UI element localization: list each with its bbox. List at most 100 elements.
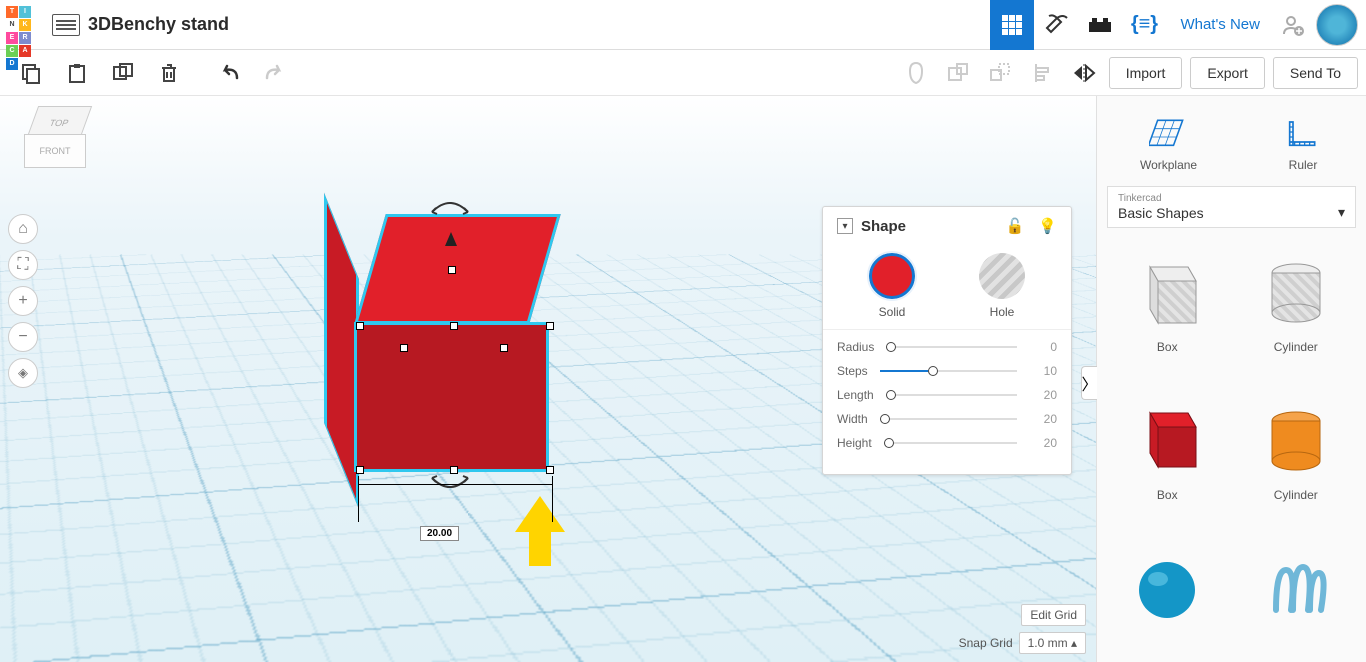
inspector-title: Shape xyxy=(861,218,906,235)
shape-category-select[interactable]: Tinkercad Basic Shapes▾ xyxy=(1107,186,1356,228)
shape-thumb-icon xyxy=(1256,402,1336,482)
pickaxe-icon xyxy=(1043,12,1069,38)
shape-item-box[interactable]: Box xyxy=(1105,392,1230,534)
ortho-toggle-button[interactable]: ◈ xyxy=(8,358,38,388)
shape-label: Cylinder xyxy=(1274,340,1318,354)
shape-label: Box xyxy=(1157,488,1178,502)
prop-slider[interactable] xyxy=(884,436,1017,450)
ungroup-button[interactable] xyxy=(983,56,1017,90)
mode-3d-button[interactable] xyxy=(990,0,1034,50)
whats-new-link[interactable]: What's New xyxy=(1166,16,1274,33)
prop-slider[interactable] xyxy=(886,340,1017,354)
ruler-tool[interactable]: Ruler xyxy=(1283,112,1323,172)
zoom-in-button[interactable]: + xyxy=(8,286,38,316)
prop-value[interactable]: 20 xyxy=(1029,412,1057,426)
fit-view-button[interactable]: ⛶ xyxy=(8,250,38,280)
ruler-label: Ruler xyxy=(1289,158,1318,172)
snap-grid-select[interactable]: 1.0 mm ▴ xyxy=(1019,632,1086,654)
shape-label: Box xyxy=(1157,340,1178,354)
prop-label: Steps xyxy=(837,364,868,378)
mirror-button[interactable] xyxy=(1067,56,1101,90)
shape-item-blue-sphere[interactable] xyxy=(1105,540,1230,662)
resize-handle[interactable] xyxy=(450,322,458,330)
shape-item-box[interactable]: Box xyxy=(1105,244,1230,386)
delete-button[interactable] xyxy=(152,56,186,90)
send-to-button[interactable]: Send To xyxy=(1273,57,1358,89)
resize-handle[interactable] xyxy=(400,344,408,352)
view-cube-front[interactable]: FRONT xyxy=(24,134,86,168)
prop-value[interactable]: 10 xyxy=(1029,364,1057,378)
dimension-label[interactable]: 20.00 xyxy=(420,526,459,541)
hole-option[interactable]: Hole xyxy=(979,253,1025,319)
redo-button[interactable] xyxy=(258,56,292,90)
prop-label: Length xyxy=(837,388,874,402)
resize-handle[interactable] xyxy=(546,466,554,474)
prop-slider[interactable] xyxy=(886,388,1017,402)
group-button[interactable] xyxy=(941,56,975,90)
snap-grid-label: Snap Grid xyxy=(959,636,1013,650)
solid-option[interactable]: Solid xyxy=(869,253,915,319)
ruler-icon xyxy=(1283,112,1323,152)
box-face-front xyxy=(354,322,549,472)
category-label: Basic Shapes xyxy=(1118,205,1204,221)
resize-handle[interactable] xyxy=(450,466,458,474)
selected-shape-box[interactable] xyxy=(350,214,565,474)
show-all-button[interactable] xyxy=(899,56,933,90)
top-bar-right: {≡} What's New xyxy=(990,0,1366,49)
prop-value[interactable]: 20 xyxy=(1029,436,1057,450)
shape-inspector-panel: ▾ Shape 🔓 💡 Solid Hole Radius 0 Steps 10 Len… xyxy=(822,206,1072,475)
solid-label: Solid xyxy=(879,305,906,319)
top-bar: TINKERCAD 3DBenchy stand {≡} What's New xyxy=(0,0,1366,50)
duplicate-button[interactable] xyxy=(106,56,140,90)
resize-handle[interactable] xyxy=(546,322,554,330)
lock-icon[interactable]: 🔓 xyxy=(1006,217,1025,235)
shape-item-blue-swirl[interactable] xyxy=(1234,540,1359,662)
shape-label: Cylinder xyxy=(1274,488,1318,502)
collapse-inspector-button[interactable]: ▾ xyxy=(837,218,853,234)
workplane-tool[interactable]: Workplane xyxy=(1140,112,1197,172)
resize-handle[interactable] xyxy=(500,344,508,352)
import-button[interactable]: Import xyxy=(1109,57,1183,89)
prop-value[interactable]: 20 xyxy=(1029,388,1057,402)
toolbar-right: Import Export Send To xyxy=(899,56,1358,90)
hole-label: Hole xyxy=(990,305,1015,319)
shapes-grid: Box Cylinder Box Cylinder xyxy=(1097,234,1366,662)
prop-label: Radius xyxy=(837,340,874,354)
workplane-canvas[interactable]: TOP FRONT ⌂ ⛶ + − ◈ xyxy=(0,96,1096,662)
shape-thumb-icon xyxy=(1127,254,1207,334)
category-group-label: Tinkercad xyxy=(1118,193,1345,204)
mode-bricks-button[interactable] xyxy=(1078,0,1122,50)
undo-button[interactable] xyxy=(212,56,246,90)
resize-handle[interactable] xyxy=(448,266,456,274)
mode-blocks-button[interactable] xyxy=(1034,0,1078,50)
design-list-icon[interactable] xyxy=(52,14,80,36)
mode-code-button[interactable]: {≡} xyxy=(1122,0,1166,50)
paste-button[interactable] xyxy=(60,56,94,90)
export-button[interactable]: Export xyxy=(1190,57,1264,89)
shape-item-cylinder[interactable]: Cylinder xyxy=(1234,392,1359,534)
resize-handle[interactable] xyxy=(356,322,364,330)
view-tools: ⌂ ⛶ + − ◈ xyxy=(8,214,38,388)
shapes-panel: 〉 Workplane Ruler Tinkercad xyxy=(1096,96,1366,662)
shape-item-cylinder[interactable]: Cylinder xyxy=(1234,244,1359,386)
prop-slider[interactable] xyxy=(880,364,1017,378)
prop-value[interactable]: 0 xyxy=(1029,340,1057,354)
cursor-arrow-icon xyxy=(515,496,565,566)
user-avatar[interactable] xyxy=(1316,4,1358,46)
tinkercad-logo[interactable]: TINKERCAD xyxy=(0,1,48,49)
align-button[interactable] xyxy=(1025,56,1059,90)
copy-button[interactable] xyxy=(14,56,48,90)
height-handle-icon[interactable] xyxy=(445,232,457,246)
main-area: TOP FRONT ⌂ ⛶ + − ◈ xyxy=(0,96,1366,662)
lightbulb-icon[interactable]: 💡 xyxy=(1038,217,1057,235)
edit-grid-button[interactable]: Edit Grid xyxy=(1021,604,1086,626)
add-user-button[interactable] xyxy=(1274,13,1312,37)
design-title[interactable]: 3DBenchy stand xyxy=(88,14,229,35)
zoom-out-button[interactable]: − xyxy=(8,322,38,352)
collapse-panel-button[interactable]: 〉 xyxy=(1081,366,1097,400)
view-cube[interactable]: TOP FRONT xyxy=(24,106,94,186)
rotate-handle-top-icon[interactable] xyxy=(428,198,472,216)
home-view-button[interactable]: ⌂ xyxy=(8,214,38,244)
resize-handle[interactable] xyxy=(356,466,364,474)
prop-slider[interactable] xyxy=(880,412,1017,426)
